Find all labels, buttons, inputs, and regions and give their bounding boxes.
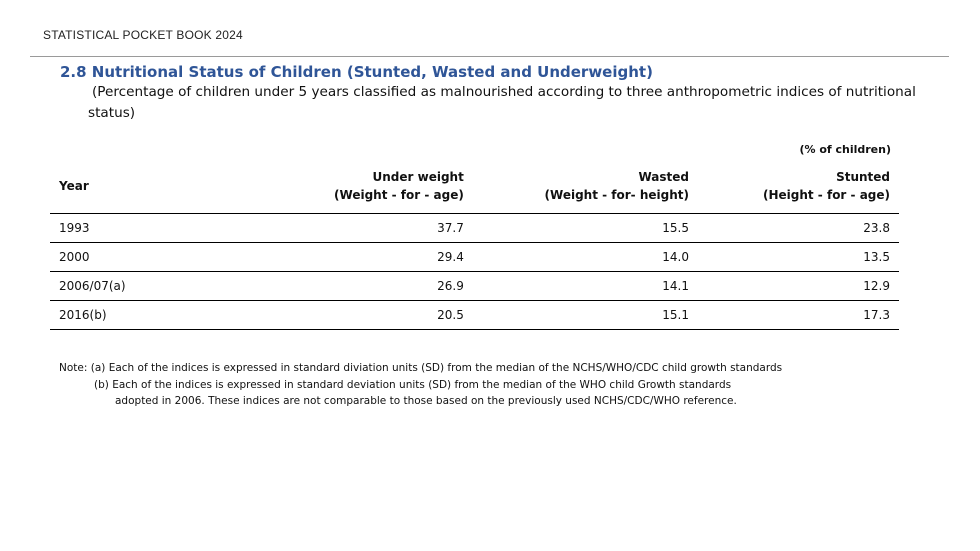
underweight-cell: 26.9	[268, 271, 473, 301]
column-header-label: Under weight	[372, 170, 464, 184]
unit-note: (% of children)	[799, 143, 891, 156]
table-notes: Note: (a) Each of the indices is express…	[59, 360, 782, 410]
table-row: 2006/07(a) 26.9 14.1 12.9	[50, 271, 899, 301]
note-a: Note: (a) Each of the indices is express…	[59, 362, 783, 374]
wasted-cell: 14.0	[472, 242, 698, 272]
stunted-cell: 17.3	[697, 300, 899, 330]
table-row: 2016(b) 20.5 15.1 17.3	[50, 300, 899, 330]
column-header-sublabel: (Height - for - age)	[762, 188, 890, 202]
section-title: 2.8 Nutritional Status of Children (Stun…	[60, 63, 653, 81]
year-cell: 2006/07(a)	[50, 271, 268, 301]
column-header-stunted: Stunted (Height - for - age)	[697, 163, 899, 214]
column-header-wasted: Wasted (Weight - for- height)	[472, 163, 698, 214]
table-row: 1993 37.7 15.5 23.8	[50, 213, 899, 243]
note-b: (b) Each of the indices is expressed in …	[94, 378, 732, 391]
year-cell: 2000	[50, 242, 268, 272]
stunted-cell: 12.9	[697, 271, 899, 301]
nutrition-table: Year Under weight (Weight - for - age) W…	[50, 163, 899, 330]
book-title: STATISTICAL POCKET BOOK 2024	[43, 28, 243, 42]
wasted-cell: 15.1	[472, 300, 698, 330]
note-b-continued: adopted in 2006. These indices are not c…	[115, 395, 737, 407]
year-cell: 2016(b)	[50, 300, 268, 330]
table-header-row: Year Under weight (Weight - for - age) W…	[50, 163, 899, 214]
column-header-sublabel: (Weight - for- height)	[544, 188, 689, 202]
wasted-cell: 15.5	[472, 213, 698, 243]
wasted-cell: 14.1	[472, 271, 698, 301]
column-header-label: Wasted	[638, 170, 689, 184]
header-divider	[30, 56, 949, 57]
underweight-cell: 29.4	[268, 242, 473, 272]
column-header-label: Stunted	[836, 170, 890, 184]
table-row: 2000 29.4 14.0 13.5	[50, 242, 899, 272]
column-header-underweight: Under weight (Weight - for - age)	[268, 163, 473, 214]
stunted-cell: 13.5	[697, 242, 899, 272]
column-header-year: Year	[50, 163, 268, 214]
column-header-sublabel: (Weight - for - age)	[334, 188, 464, 202]
section-subtitle: (Percentage of children under 5 years cl…	[88, 84, 916, 121]
year-cell: 1993	[50, 213, 268, 243]
underweight-cell: 37.7	[268, 213, 473, 243]
column-header-label: Year	[59, 179, 89, 193]
underweight-cell: 20.5	[268, 300, 473, 330]
stunted-cell: 23.8	[697, 213, 899, 243]
